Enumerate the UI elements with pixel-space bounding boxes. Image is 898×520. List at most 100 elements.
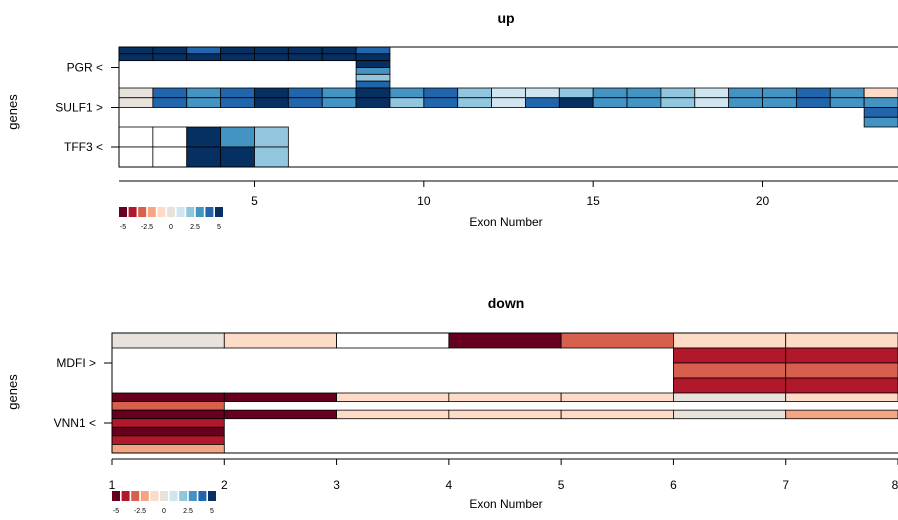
heatmap-cell [186, 97, 222, 108]
heatmap-cell [560, 392, 674, 402]
color-key-swatch [195, 207, 204, 217]
heatmap-cell [673, 347, 787, 364]
heatmap-cell [287, 87, 323, 99]
heatmap-cell [558, 97, 594, 108]
heatmap-cell [220, 97, 255, 108]
heatmap-cell [186, 87, 222, 99]
x-axis: 5 10 15 20 [119, 180, 898, 208]
color-key-tick: 5 [210, 508, 214, 515]
x-tick-label: 3 [333, 478, 340, 492]
x-tick-label: 5 [558, 478, 565, 492]
heatmap-cell [863, 116, 898, 128]
gene-frames [111, 332, 898, 454]
color-key-tick: 5 [217, 224, 221, 231]
gene-label: SULF1 > [55, 101, 103, 115]
heatmap-cell [254, 46, 289, 55]
plot-frame [111, 332, 898, 454]
x-tick-label: 15 [586, 194, 600, 208]
heatmap-cell [560, 332, 674, 349]
heatmap-cell [111, 409, 225, 420]
heatmap-cell [491, 97, 526, 108]
x-tick-label: 1 [109, 478, 116, 492]
gene-label: MDFI > [56, 356, 96, 370]
heatmap-cell [118, 53, 154, 62]
heatmap-cell [355, 60, 391, 68]
heatmap-cell [829, 87, 865, 99]
x-tick-label: 8 [892, 478, 898, 492]
heatmap-cell [152, 87, 188, 99]
heatmap-cell [186, 146, 222, 168]
heatmap-cell [448, 409, 562, 420]
heatmap-cell [762, 87, 797, 99]
heatmap-cell [660, 97, 696, 108]
heatmap-cell [287, 46, 323, 55]
chart-title: down [488, 295, 525, 311]
heatmap-cell [254, 87, 289, 99]
heatmap-cell [673, 362, 787, 379]
heatmap-cell [152, 53, 188, 62]
color-key-tick: -5 [120, 224, 126, 231]
heatmap-cell [186, 46, 222, 55]
heatmap-cell [673, 377, 787, 394]
heatmap-cell [785, 377, 898, 394]
heatmap-cell [785, 362, 898, 379]
y-axis-label: genes [5, 374, 20, 410]
heatmap-cell [336, 392, 450, 402]
color-key-swatch [167, 207, 175, 217]
color-key-swatch [160, 491, 168, 501]
color-key-swatch [131, 491, 140, 501]
heatmap-cell [111, 392, 225, 402]
color-key-swatch [121, 491, 130, 501]
heatmap-cell [448, 332, 562, 349]
color-key-swatch [208, 491, 216, 501]
heatmap-cell [785, 392, 898, 402]
heatmap-cell [863, 97, 898, 108]
color-key-swatch [198, 491, 207, 501]
color-key-swatch [138, 207, 147, 217]
heatmap-cell [152, 46, 188, 55]
heatmap-cell [220, 146, 255, 168]
heatmap-cell [321, 87, 357, 99]
gene-label: VNN1 < [54, 416, 96, 430]
x-tick-label: 2 [221, 478, 228, 492]
heatmap-cell [111, 426, 225, 437]
heatmap-cell [525, 87, 560, 99]
heatmap-cell [118, 87, 154, 99]
heatmap-cell [785, 347, 898, 364]
heatmap-cell [254, 126, 289, 148]
heatmap-cell [785, 409, 898, 420]
gene-labels: MDFI > VNN1 < [54, 356, 112, 430]
heatmap-cell [355, 67, 391, 75]
heatmap-cell [223, 409, 337, 420]
heatmap-cell [355, 80, 391, 89]
color-key-tick: -2.5 [141, 224, 153, 231]
heatmap-cell [491, 87, 526, 99]
heatmap-cell [728, 97, 763, 108]
color-key-tick: -2.5 [134, 508, 146, 515]
heatmap-cell [525, 97, 560, 108]
x-tick-label: 4 [446, 478, 453, 492]
heatmap-cell [673, 392, 787, 402]
down-panel: down genes Exon Number MDFI > VNN1 < 1 2 3 4… [5, 295, 898, 515]
heatmap-cell [626, 87, 662, 99]
heatmap-cells [111, 332, 898, 454]
heatmap-cell [355, 73, 391, 82]
y-axis-label: genes [5, 94, 20, 130]
x-tick-label: 20 [756, 194, 770, 208]
heatmap-cell [785, 332, 898, 349]
heatmap-cell [355, 53, 391, 62]
color-key-tick: 0 [169, 224, 173, 231]
color-key-tick: 2.5 [183, 508, 193, 515]
color-key-tick: 0 [162, 508, 166, 515]
heatmap-cell [254, 146, 289, 168]
heatmap-cell [448, 392, 562, 402]
gene-label: TFF3 < [64, 140, 103, 154]
color-key-swatch [140, 491, 149, 501]
heatmap-cell [660, 87, 696, 99]
heatmap-cell [220, 126, 255, 148]
heatmap-cell [389, 87, 425, 99]
up-panel: up genes Exon Number PGR <SULF1 >TFF3 < … [5, 10, 898, 231]
heatmap-cell [111, 444, 225, 454]
heatmap-cell [223, 332, 337, 349]
